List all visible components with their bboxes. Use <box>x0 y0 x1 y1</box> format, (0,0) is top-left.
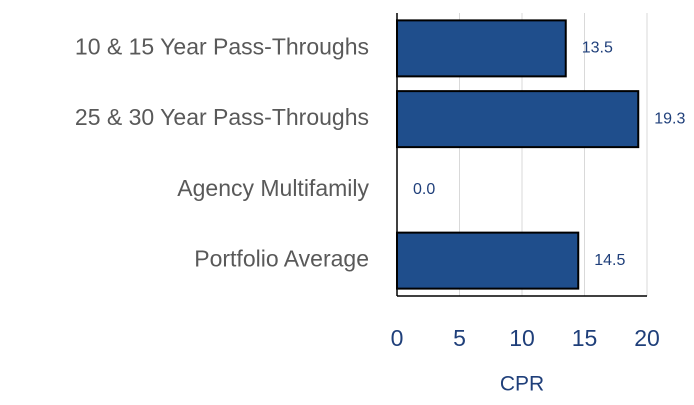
x-tick-label: 0 <box>391 325 404 351</box>
x-tick-label: 5 <box>453 325 466 351</box>
x-tick-label: 20 <box>634 325 660 351</box>
bar <box>396 19 567 78</box>
x-axis-label: CPR <box>500 373 544 396</box>
x-tick-label: 15 <box>572 325 598 351</box>
value-label: 0.0 <box>413 181 435 198</box>
value-label: 19.3 <box>654 110 685 127</box>
bar <box>396 90 640 149</box>
value-label: 13.5 <box>582 40 613 57</box>
category-label: 25 & 30 Year Pass-Throughs <box>75 104 369 130</box>
category-label: Portfolio Average <box>194 246 369 272</box>
category-label: Agency Multifamily <box>177 175 369 201</box>
category-label: 10 & 15 Year Pass-Throughs <box>75 33 369 59</box>
x-tick-label: 10 <box>509 325 535 351</box>
value-label: 14.5 <box>594 252 625 269</box>
bar <box>396 231 580 290</box>
